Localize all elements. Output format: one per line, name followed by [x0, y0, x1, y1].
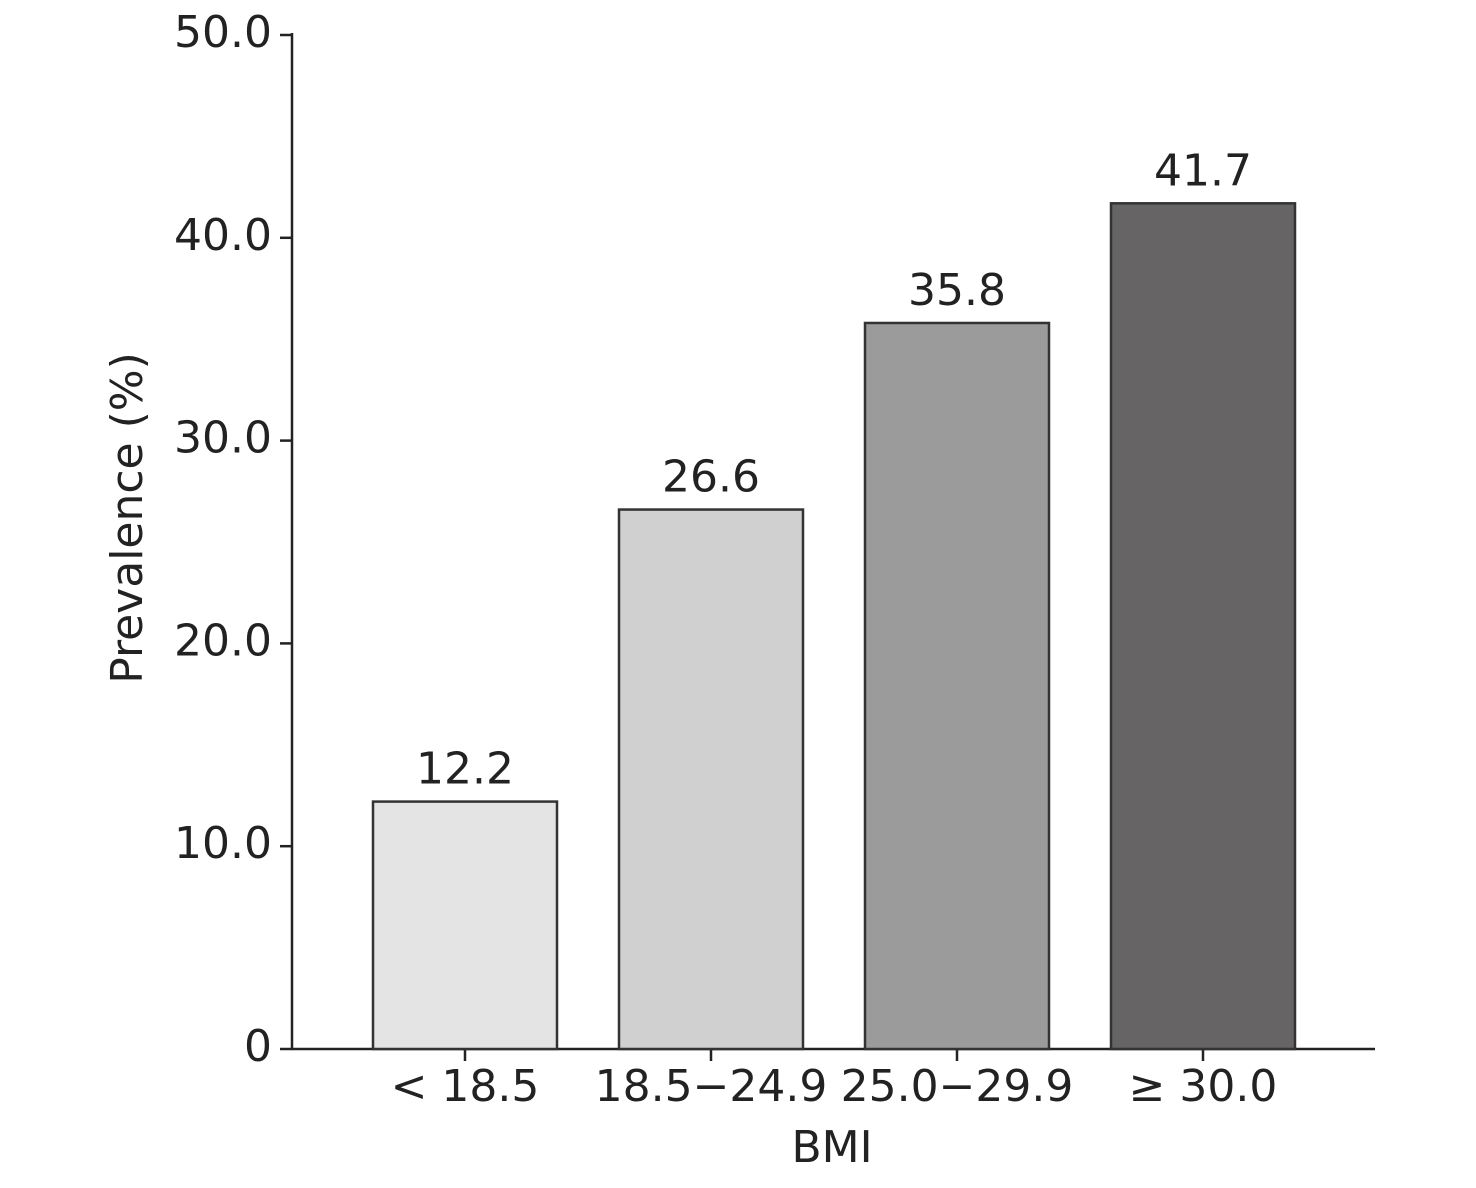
x-axis-label: BMI — [791, 1122, 872, 1173]
bar — [863, 321, 1051, 1051]
y-axis-label: Prevalence (%) — [102, 352, 153, 684]
y-tick-label: 50.0 — [174, 7, 272, 58]
x-tick-label: 25.0−29.9 — [841, 1061, 1074, 1112]
value-label: 41.7 — [1154, 145, 1252, 196]
value-label: 12.2 — [416, 744, 514, 795]
y-tick-label: 10.0 — [174, 818, 272, 869]
y-tick-label: 30.0 — [174, 413, 272, 464]
value-label: 26.6 — [662, 452, 760, 503]
y-tick-label: 0 — [244, 1021, 272, 1072]
y-tick-label: 20.0 — [174, 615, 272, 666]
value-label: 35.8 — [908, 265, 1006, 316]
bar — [1109, 202, 1297, 1051]
y-tick-label: 40.0 — [174, 210, 272, 261]
x-tick-label: 18.5−24.9 — [595, 1061, 828, 1112]
bar — [371, 800, 559, 1051]
x-tick-label: ≥ 30.0 — [1129, 1061, 1278, 1112]
bar — [617, 508, 805, 1051]
x-tick-label: < 18.5 — [391, 1061, 540, 1112]
